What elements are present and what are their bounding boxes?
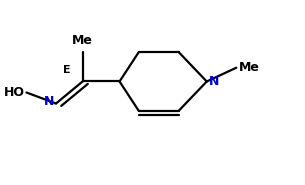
Text: Me: Me [72,34,93,47]
Text: N: N [209,75,220,88]
Text: N: N [44,95,55,108]
Text: HO: HO [4,86,25,99]
Text: E: E [63,65,70,75]
Text: Me: Me [239,61,260,74]
